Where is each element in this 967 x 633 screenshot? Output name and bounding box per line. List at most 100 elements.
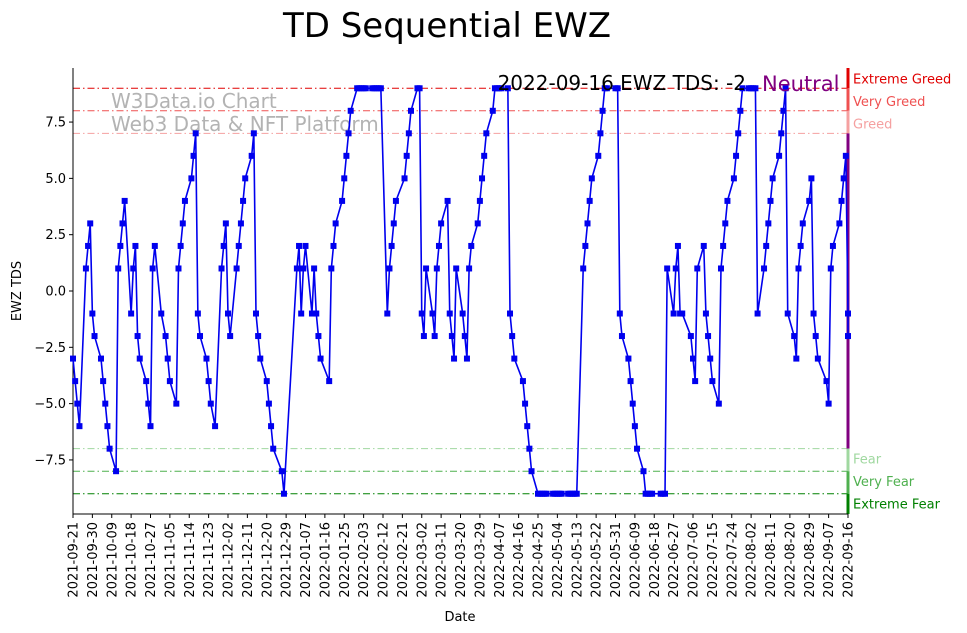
data-point (584, 220, 591, 227)
data-point (717, 265, 724, 272)
x-tick-label: 2021-10-09 (105, 522, 120, 598)
x-tick-label: 2022-01-07 (299, 522, 314, 598)
x-tick-label: 2022-02-21 (396, 522, 411, 598)
x-tick-label: 2022-01-25 (338, 522, 353, 598)
data-point (580, 265, 587, 272)
data-point (87, 220, 94, 227)
data-point (793, 355, 800, 362)
data-point (104, 423, 111, 430)
data-point (724, 197, 731, 204)
data-point (588, 175, 595, 182)
data-point (248, 152, 255, 159)
data-point (629, 400, 636, 407)
data-point (603, 85, 610, 92)
data-point (489, 107, 496, 114)
data-point (778, 130, 785, 137)
data-point (810, 310, 817, 317)
data-point (390, 220, 397, 227)
data-point (614, 85, 621, 92)
data-point (188, 175, 195, 182)
x-tick-label: 2022-06-27 (667, 522, 682, 598)
data-point (461, 333, 468, 340)
data-point (806, 197, 813, 204)
data-point (362, 85, 369, 92)
x-tick-label: 2021-11-23 (202, 522, 217, 598)
data-point (640, 468, 647, 475)
chart-title: TD Sequential EWZ (282, 6, 611, 46)
data-point (625, 355, 632, 362)
x-tick-label: 2022-03-11 (435, 522, 450, 598)
data-point (754, 310, 761, 317)
data-point (679, 310, 686, 317)
data-point (136, 355, 143, 362)
data-point (468, 242, 475, 249)
data-point (257, 355, 264, 362)
y-tick-label: 5.0 (45, 172, 66, 187)
data-point (255, 333, 262, 340)
data-point (147, 423, 154, 430)
data-point (420, 333, 427, 340)
data-point (522, 400, 529, 407)
data-point (332, 220, 339, 227)
data-point (151, 242, 158, 249)
data-point (278, 468, 285, 475)
data-point (808, 175, 815, 182)
data-point (649, 490, 656, 497)
data-point (220, 242, 227, 249)
tds-series (70, 85, 851, 497)
data-point (240, 197, 247, 204)
data-point (474, 220, 481, 227)
data-point (308, 310, 315, 317)
x-tick-label: 2022-02-12 (377, 522, 392, 598)
data-point (687, 333, 694, 340)
data-point (175, 265, 182, 272)
data-point (405, 130, 412, 137)
data-point (296, 242, 303, 249)
x-tick-label: 2021-11-14 (183, 522, 198, 598)
data-point (313, 310, 320, 317)
data-point (339, 197, 346, 204)
data-point (311, 265, 318, 272)
data-point (433, 265, 440, 272)
data-point (177, 242, 184, 249)
data-point (767, 197, 774, 204)
data-point (233, 265, 240, 272)
x-tick-label: 2022-05-04 (551, 522, 566, 598)
data-point (498, 85, 505, 92)
data-point (164, 355, 171, 362)
data-point (130, 265, 137, 272)
data-point (631, 423, 638, 430)
data-point (476, 197, 483, 204)
data-point (582, 242, 589, 249)
data-point (416, 85, 423, 92)
data-point (205, 378, 212, 385)
data-point (347, 107, 354, 114)
data-point (829, 242, 836, 249)
x-tick-label: 2021-12-11 (241, 522, 256, 598)
data-point (388, 242, 395, 249)
data-point (72, 378, 79, 385)
data-point (386, 265, 393, 272)
data-point (664, 265, 671, 272)
data-point (401, 175, 408, 182)
data-point (707, 355, 714, 362)
data-point (106, 445, 113, 452)
x-tick-label: 2021-09-21 (67, 522, 82, 598)
data-point (715, 400, 722, 407)
data-point (692, 378, 699, 385)
data-point (519, 378, 526, 385)
data-point (113, 468, 120, 475)
data-point (694, 265, 701, 272)
x-tick-label: 2022-06-18 (648, 522, 663, 598)
data-point (132, 242, 139, 249)
data-point (616, 310, 623, 317)
data-point (70, 355, 76, 362)
data-point (845, 333, 851, 340)
data-point (595, 152, 602, 159)
data-point (328, 265, 335, 272)
data-point (149, 265, 156, 272)
data-point (842, 152, 849, 159)
data-point (618, 333, 625, 340)
data-point (115, 265, 122, 272)
